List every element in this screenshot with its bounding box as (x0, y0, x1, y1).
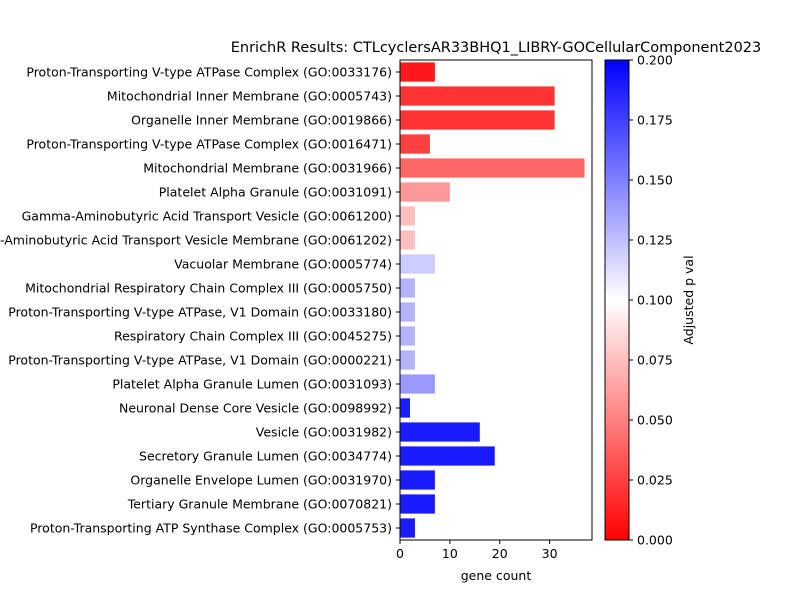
chart-title: EnrichR Results: CTLcyclersAR33BHQ1_LIBR… (231, 40, 762, 56)
y-tick-label: Platelet Alpha Granule (GO:0031091) (159, 185, 392, 200)
colorbar-tick-label: 0.150 (637, 173, 673, 188)
y-tick-label: Vesicle (GO:0031982) (256, 425, 392, 440)
bar (400, 110, 555, 130)
colorbar-tick-labels: 0.000 0.025 0.050 0.075 0.100 0.125 0.150 0.175… (629, 53, 673, 548)
y-tick-label: Organelle Inner Membrane (GO:0019866) (131, 113, 392, 128)
bar (400, 350, 415, 370)
colorbar-tick-label: 0.125 (637, 233, 673, 248)
bar (400, 374, 435, 394)
bar (400, 398, 410, 418)
colorbar-tick-label: 0.200 (637, 53, 673, 68)
bar (400, 518, 415, 538)
y-tick-label: Vacuolar Membrane (GO:0005774) (174, 257, 392, 272)
y-tick-label: Platelet Alpha Granule Lumen (GO:0031093… (112, 377, 392, 392)
bar (400, 230, 415, 250)
bar (400, 206, 415, 226)
bars-group (400, 62, 585, 538)
bar (400, 446, 495, 466)
y-tick-label: Proton-Transporting V-type ATPase Comple… (26, 137, 392, 152)
bar (400, 134, 430, 154)
bar (400, 326, 415, 346)
colorbar-tick-label: 0.025 (637, 473, 673, 488)
y-tick-label: Proton-Transporting V-type ATPase Comple… (26, 65, 392, 80)
y-tick-label: Neuronal Dense Core Vesicle (GO:0098992) (119, 401, 392, 416)
colorbar (604, 59, 630, 541)
y-tick-label: Organelle Envelope Lumen (GO:0031970) (130, 473, 392, 488)
bar (400, 62, 435, 82)
x-tick-labels: 0 10 20 30 (396, 540, 558, 561)
bar (400, 302, 415, 322)
colorbar-tick-label: 0.100 (637, 293, 673, 308)
x-tick-label: 0 (396, 546, 404, 561)
colorbar-tick-label: 0.175 (637, 113, 673, 128)
y-tick-label: Respiratory Chain Complex III (GO:004527… (114, 329, 392, 344)
x-tick-label: 20 (492, 546, 508, 561)
bar (400, 86, 555, 106)
y-tick-label: Gamma-Aminobutyric Acid Transport Vesicl… (0, 233, 392, 248)
y-tick-label: Mitochondrial Membrane (GO:0031966) (143, 161, 392, 176)
x-tick-label: 30 (542, 546, 558, 561)
colorbar-tick-label: 0.050 (637, 413, 673, 428)
bar (400, 422, 480, 442)
y-tick-label: Proton-Transporting V-type ATPase, V1 Do… (8, 305, 392, 320)
x-axis-label: gene count (461, 568, 532, 583)
y-tick-label: Gamma-Aminobutyric Acid Transport Vesicl… (22, 209, 392, 224)
colorbar-tick-label: 0.000 (637, 533, 673, 548)
bar (400, 278, 415, 298)
bar (400, 494, 435, 514)
y-tick-label: Mitochondrial Respiratory Chain Complex … (25, 281, 392, 296)
y-tick-label: Tertiary Granule Membrane (GO:0070821) (127, 497, 392, 512)
x-tick-label: 10 (442, 546, 458, 561)
bar (400, 470, 435, 490)
bar (400, 158, 585, 178)
y-tick-labels: Proton-Transporting V-type ATPase Comple… (0, 65, 400, 536)
bar (400, 182, 450, 202)
y-tick-label: Mitochondrial Inner Membrane (GO:0005743… (107, 89, 392, 104)
colorbar-tick-label: 0.075 (637, 353, 673, 368)
bar (400, 254, 435, 274)
y-tick-label: Proton-Transporting ATP Synthase Complex… (30, 521, 392, 536)
plot-frame (399, 59, 593, 541)
colorbar-label: Adjusted p val (681, 255, 696, 344)
y-tick-label: Proton-Transporting V-type ATPase, V1 Do… (8, 353, 392, 368)
y-tick-label: Secretory Granule Lumen (GO:0034774) (139, 449, 392, 464)
